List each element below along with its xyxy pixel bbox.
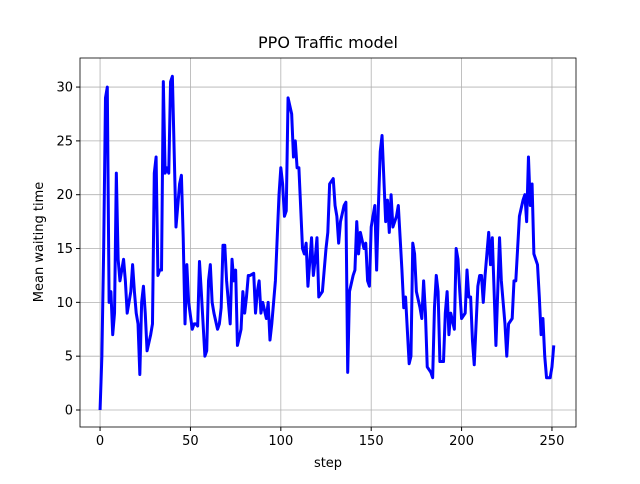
plot-frame xyxy=(79,57,577,428)
y-tick-label: 0 xyxy=(65,403,73,418)
y-tick-label: 20 xyxy=(56,188,73,203)
chart-title: PPO Traffic model xyxy=(258,33,398,52)
x-tick-label: 0 xyxy=(96,434,104,449)
x-tick-label: 250 xyxy=(540,434,565,449)
x-tick-label: 100 xyxy=(268,434,293,449)
x-tick-label: 200 xyxy=(449,434,474,449)
x-tick-label: 50 xyxy=(182,434,199,449)
y-tick-label: 5 xyxy=(65,350,73,365)
x-tick-label: 150 xyxy=(359,434,384,449)
y-axis-label: Mean waiting time xyxy=(32,182,47,302)
y-tick-label: 10 xyxy=(56,296,73,311)
line xyxy=(98,74,556,411)
y-tick-label: 25 xyxy=(56,134,73,149)
y-tick-label: 15 xyxy=(56,242,73,257)
y-tick-label: 30 xyxy=(56,81,73,96)
x-axis-label: step xyxy=(314,456,342,471)
